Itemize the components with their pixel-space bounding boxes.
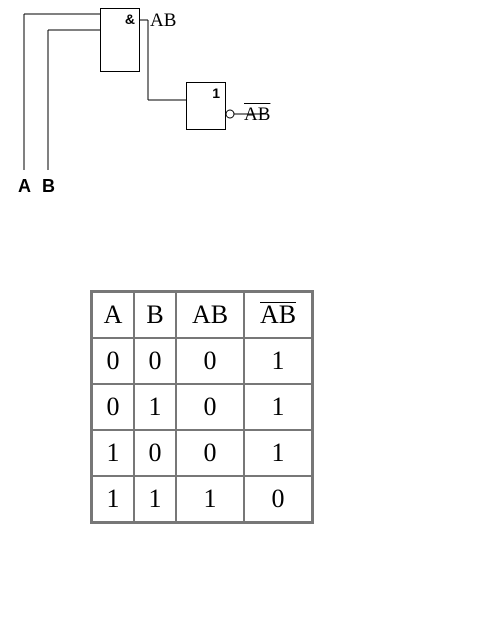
cell: 0 — [176, 384, 244, 430]
cell: 1 — [176, 476, 244, 522]
cell: 0 — [134, 338, 176, 384]
cell: 0 — [176, 338, 244, 384]
cell: 0 — [92, 384, 134, 430]
cell: 1 — [134, 476, 176, 522]
cell: 0 — [176, 430, 244, 476]
table-row: 1 1 1 0 — [92, 476, 312, 522]
col-b: B — [134, 292, 176, 338]
table-row: 0 1 0 1 — [92, 384, 312, 430]
cell: 1 — [92, 476, 134, 522]
and-output-label: AB — [150, 10, 176, 32]
cell: 1 — [244, 384, 312, 430]
col-ab: AB — [176, 292, 244, 338]
input-a-label: A — [18, 176, 31, 197]
col-ab-bar: AB — [244, 292, 312, 338]
not-gate: 1 — [186, 82, 226, 130]
cell: 1 — [244, 338, 312, 384]
cell: 1 — [134, 384, 176, 430]
logic-circuit: & 1 AB AB A B — [0, 0, 500, 230]
col-ab-bar-label: AB — [260, 300, 296, 330]
and-gate: & — [100, 8, 140, 72]
truth-table-container: A B AB AB 0 0 0 1 0 1 0 — [90, 290, 314, 524]
table-body: 0 0 0 1 0 1 0 1 1 0 0 1 1 — [92, 338, 312, 522]
cell: 0 — [244, 476, 312, 522]
table-row: 1 0 0 1 — [92, 430, 312, 476]
not-output-label: AB — [244, 104, 270, 126]
truth-table: A B AB AB 0 0 0 1 0 1 0 — [90, 290, 314, 524]
not-gate-symbol: 1 — [212, 85, 220, 101]
input-b-label: B — [42, 176, 55, 197]
cell: 1 — [92, 430, 134, 476]
cell: 0 — [134, 430, 176, 476]
cell: 1 — [244, 430, 312, 476]
table-header-row: A B AB AB — [92, 292, 312, 338]
col-a: A — [92, 292, 134, 338]
cell: 0 — [92, 338, 134, 384]
and-gate-symbol: & — [125, 11, 135, 27]
table-row: 0 0 0 1 — [92, 338, 312, 384]
